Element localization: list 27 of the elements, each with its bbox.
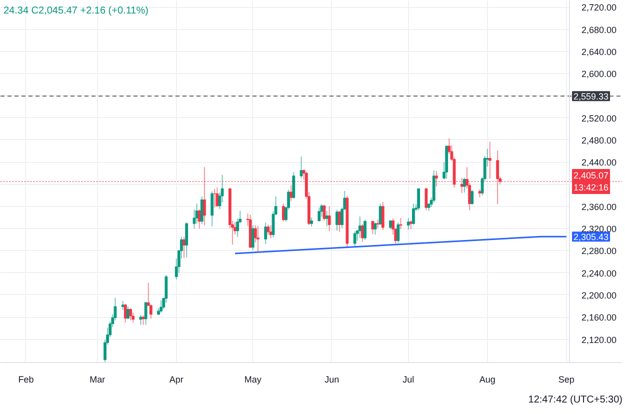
ref-line-label: 2,405.07 13:42:16 — [574, 170, 609, 192]
x-tick-label: Aug — [479, 374, 496, 384]
y-tick-label: 2,640.00 — [582, 46, 617, 57]
x-tick-label: May — [244, 374, 262, 384]
y-tick-label: 2,680.00 — [582, 24, 617, 35]
ref-line-label: 2,559.33 — [574, 92, 609, 102]
x-tick-label: Feb — [18, 374, 34, 384]
y-tick-label: 2,520.00 — [582, 113, 617, 124]
data-label: 2,305.43 — [574, 232, 609, 242]
y-tick-label: 2,120.00 — [582, 334, 617, 345]
y-tick-label: 2,600.00 — [582, 69, 617, 80]
y-tick-label: 2,280.00 — [582, 246, 617, 256]
x-tick-label: Jul — [402, 374, 414, 384]
x-tick-label: Sep — [558, 374, 574, 384]
y-tick-label: 2,160.00 — [582, 312, 617, 323]
y-tick-label: 2,320.00 — [582, 224, 617, 234]
x-tick-label: Apr — [169, 374, 184, 384]
text: 12:47:42 (UTC+5:30) — [528, 394, 622, 406]
y-tick-label: 2,440.00 — [582, 158, 617, 168]
y-tick-label: 2,360.00 — [582, 202, 617, 212]
x-tick-label: Mar — [90, 374, 106, 384]
y-tick-label: 2,480.00 — [582, 135, 617, 146]
y-tick-label: 2,240.00 — [582, 268, 617, 278]
y-tick-label: 2,200.00 — [582, 290, 617, 300]
y-tick-label: 2,720.00 — [582, 2, 617, 13]
x-tick-label: Jun — [324, 374, 340, 384]
annotation: 24.34 C2,045.47 +2.16 (+0.11%) — [4, 6, 148, 16]
